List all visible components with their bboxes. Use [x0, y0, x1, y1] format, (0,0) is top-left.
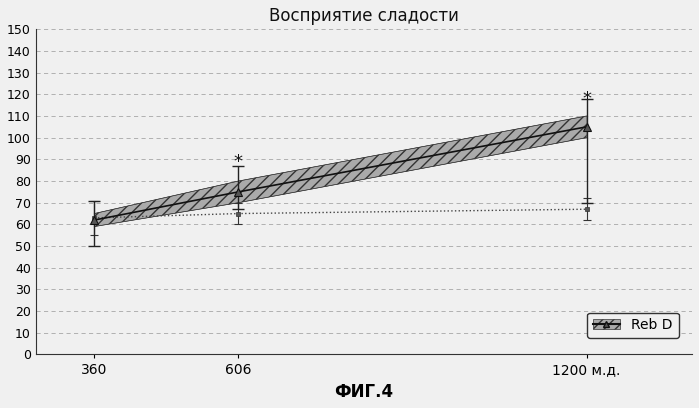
- Legend: Reb D: Reb D: [587, 313, 679, 338]
- Text: *: *: [234, 153, 243, 171]
- Text: *: *: [582, 90, 591, 108]
- Title: Восприятие сладости: Восприятие сладости: [269, 7, 459, 25]
- X-axis label: ФИГ.4: ФИГ.4: [334, 383, 394, 401]
